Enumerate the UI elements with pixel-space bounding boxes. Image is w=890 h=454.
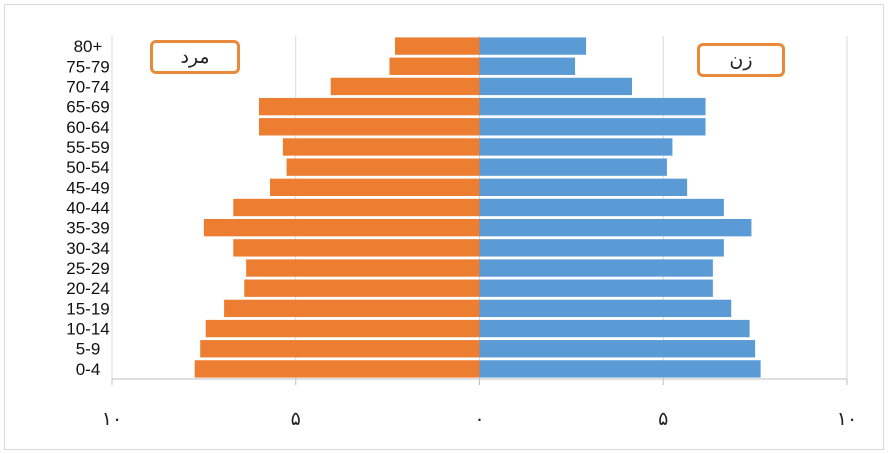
y-tick-label: 10-14 <box>66 320 109 339</box>
bar-female-50-54 <box>479 158 667 176</box>
bar-male-60-64 <box>259 118 480 136</box>
legend-female-label: زن <box>729 49 753 71</box>
bar-female-55-59 <box>479 138 673 156</box>
y-tick-label: 55-59 <box>66 138 109 157</box>
y-tick-label: 65-69 <box>66 98 109 117</box>
y-tick-label: 35-39 <box>66 219 109 238</box>
x-tick-label: ۱۰ <box>102 408 122 430</box>
y-tick-label: 0-4 <box>76 360 101 379</box>
x-tick-label: ۰ <box>474 408 484 430</box>
bar-male-50-54 <box>286 158 480 176</box>
y-tick-label: 20-24 <box>66 279 109 298</box>
bar-female-75-79 <box>479 57 576 75</box>
y-tick-label: 5-9 <box>76 340 101 359</box>
bar-male-30-34 <box>233 239 480 257</box>
x-tick-label: ۵ <box>291 408 301 430</box>
bar-female-5-9 <box>479 340 756 358</box>
bar-male-45-49 <box>270 178 480 196</box>
bar-male-15-19 <box>224 299 480 318</box>
bar-male-70-74 <box>330 77 480 96</box>
bar-female-65-69 <box>479 97 706 116</box>
y-tick-label: 15-19 <box>66 299 109 318</box>
y-tick-label: 80+ <box>74 37 103 56</box>
bar-female-10-14 <box>479 319 750 338</box>
bar-male-5-9 <box>200 340 480 358</box>
bar-male-75-79 <box>389 57 480 75</box>
y-tick-label: 30-34 <box>66 239 109 258</box>
bar-female-15-19 <box>479 299 732 318</box>
y-tick-label: 40-44 <box>66 199 109 218</box>
bar-female-20-24 <box>479 279 713 297</box>
bar-female-45-49 <box>479 178 688 196</box>
bar-male-20-24 <box>244 279 480 297</box>
chart-frame <box>4 4 884 450</box>
legend-male: مرد <box>150 40 240 74</box>
bar-male-35-39 <box>203 219 480 237</box>
bar-female-0-4 <box>479 360 761 378</box>
y-tick-label: 60-64 <box>66 118 109 137</box>
bar-male-55-59 <box>282 138 480 156</box>
y-tick-label: 50-54 <box>66 158 109 177</box>
bar-female-60-64 <box>479 118 706 136</box>
y-tick-label: 45-49 <box>66 178 109 197</box>
y-tick-label: 75-79 <box>66 57 109 76</box>
bar-male-0-4 <box>194 360 480 378</box>
x-tick-label: ۵ <box>658 408 668 430</box>
bar-female-30-34 <box>479 239 724 257</box>
y-tick-label: 25-29 <box>66 259 109 278</box>
bar-male-10-14 <box>205 319 480 338</box>
bar-male-80+ <box>394 37 480 55</box>
legend-male-label: مرد <box>180 46 210 68</box>
bar-male-40-44 <box>233 198 480 217</box>
bar-female-80+ <box>479 37 587 55</box>
bar-female-35-39 <box>479 219 752 237</box>
x-tick-label: ۱۰ <box>837 408 857 430</box>
y-tick-label: 70-74 <box>66 77 109 96</box>
bar-female-40-44 <box>479 198 724 217</box>
bar-male-65-69 <box>259 97 480 116</box>
bar-female-25-29 <box>479 259 713 277</box>
bar-female-70-74 <box>479 77 633 96</box>
legend-female: زن <box>697 43 785 77</box>
bar-male-25-29 <box>246 259 480 277</box>
